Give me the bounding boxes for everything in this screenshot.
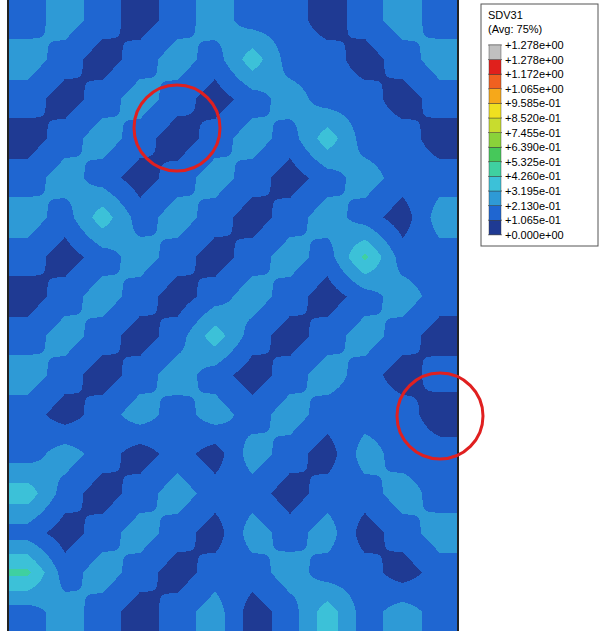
svg-text:+2.130e-01: +2.130e-01 [505, 200, 561, 212]
svg-text:+1.172e+00: +1.172e+00 [505, 68, 564, 80]
svg-text:+5.325e-01: +5.325e-01 [505, 156, 561, 168]
svg-text:+0.000e+00: +0.000e+00 [505, 229, 564, 241]
svg-text:+1.278e+00: +1.278e+00 [505, 39, 564, 51]
svg-text:+6.390e-01: +6.390e-01 [505, 141, 561, 153]
svg-text:+7.455e-01: +7.455e-01 [505, 127, 561, 139]
svg-text:+1.065e+00: +1.065e+00 [505, 83, 564, 95]
svg-text:+4.260e-01: +4.260e-01 [505, 170, 561, 182]
svg-text:+3.195e-01: +3.195e-01 [505, 185, 561, 197]
svg-text:+9.585e-01: +9.585e-01 [505, 97, 561, 109]
svg-text:+1.278e+00: +1.278e+00 [505, 54, 564, 66]
svg-text:+1.065e-01: +1.065e-01 [505, 214, 561, 226]
svg-text:+8.520e-01: +8.520e-01 [505, 112, 561, 124]
svg-text:(Avg: 75%): (Avg: 75%) [488, 23, 542, 35]
svg-text:SDV31: SDV31 [488, 9, 523, 21]
